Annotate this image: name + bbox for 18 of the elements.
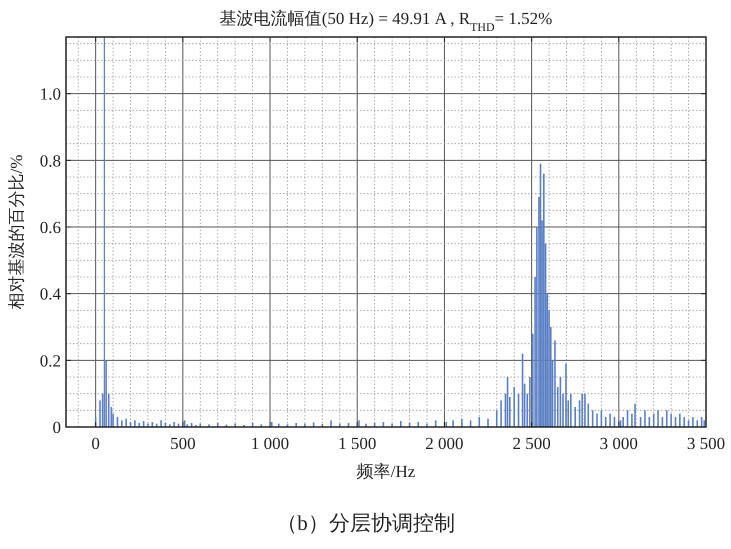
chart-title: 基波电流幅值(50 Hz) = 49.91 A , R$_{THD}$= 1.52% [220, 9, 552, 34]
text: （b）分层协调控制 [276, 511, 455, 535]
x-tick-label: 0 [91, 434, 100, 453]
x-tick-label: 1 500 [338, 434, 376, 453]
y-tick-label: 1.0 [40, 84, 61, 104]
y-tick-label: 0.8 [40, 151, 61, 170]
x-tick-label: 2 500 [512, 434, 551, 453]
y-axis-title: 相对基波的百分比/% [7, 154, 26, 310]
y-tick-label: 0.6 [40, 218, 61, 237]
x-tick-label: 1 000 [250, 434, 290, 453]
x-tick-label: 3 500 [686, 434, 726, 453]
x-tick-label: 3 000 [600, 434, 638, 453]
x-tick-label: 500 [170, 434, 196, 453]
y-tick-label: 0 [52, 418, 61, 437]
x-axis-title: 频率/Hz [356, 462, 416, 481]
y-tick-label: 0.2 [40, 351, 61, 370]
x-tick-label: 2 000 [425, 434, 464, 453]
y-tick-label: 0.4 [40, 284, 62, 304]
